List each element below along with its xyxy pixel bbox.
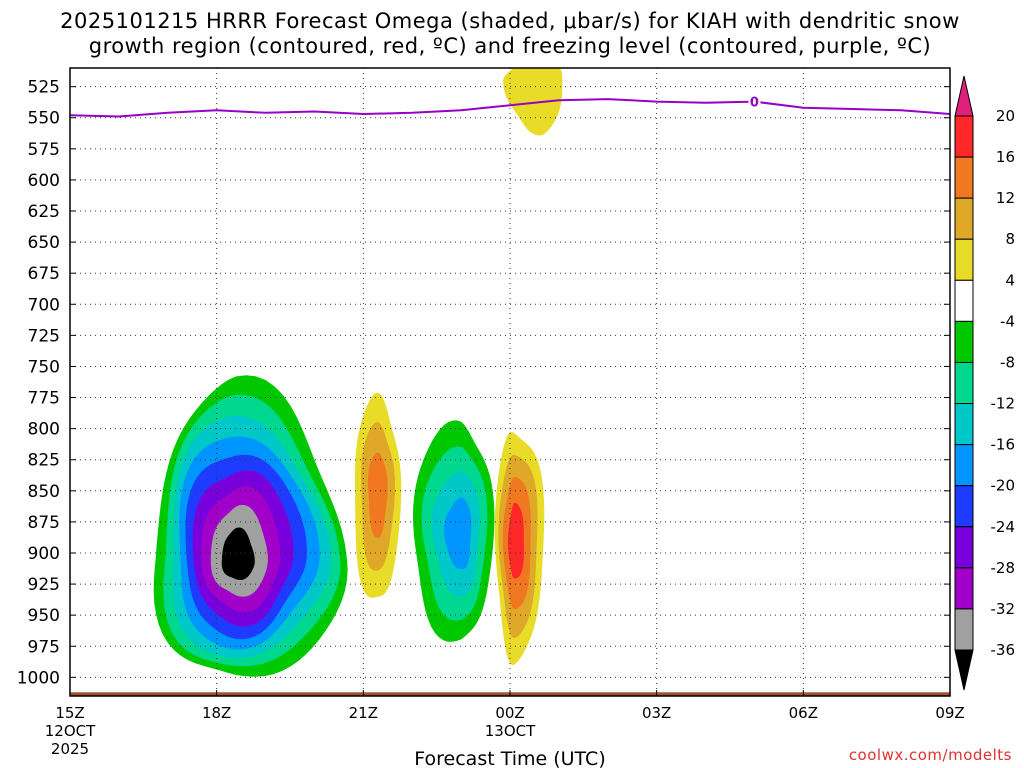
gridlines xyxy=(70,68,950,696)
y-tick-label-800: 800 xyxy=(28,420,60,440)
omega-band-1-12 xyxy=(368,452,388,538)
colorbar-tick--16: -16 xyxy=(991,436,1016,454)
colorbar-bottom-arrow xyxy=(954,649,974,691)
colorbar-tick--8: -8 xyxy=(1000,353,1015,371)
colorbar-tick--36: -36 xyxy=(991,641,1016,659)
colorbar-tick--20: -20 xyxy=(991,477,1016,495)
x-tick-date-15Z: 12OCT xyxy=(45,722,96,740)
y-tick-label-925: 925 xyxy=(28,575,60,595)
colorbar-bin--36 xyxy=(954,608,974,651)
colorbar-bin--20 xyxy=(954,444,974,487)
colorbar-tick--4: -4 xyxy=(1000,312,1015,330)
y-tick-label-675: 675 xyxy=(28,264,60,284)
x-tick-label-09Z: 09Z xyxy=(935,704,964,722)
x-tick-label-00Z: 00Z xyxy=(495,704,524,722)
x-tick-label-21Z: 21Z xyxy=(349,704,378,722)
colorbar-bin--16 xyxy=(954,403,974,446)
freezing-level-line xyxy=(70,98,950,118)
y-tick-label-775: 775 xyxy=(28,389,60,409)
x-tick-label-15Z: 15Z xyxy=(55,704,84,722)
colorbar-tick-20: 20 xyxy=(996,107,1015,125)
colorbar-bin-8 xyxy=(954,197,974,240)
colorbar-tick--28: -28 xyxy=(991,559,1016,577)
colorbar-tick-8: 8 xyxy=(1005,230,1015,248)
y-tick-label-900: 900 xyxy=(28,544,60,564)
omega-shading xyxy=(153,68,563,677)
colorbar-tick--24: -24 xyxy=(991,518,1016,536)
title-line-1: 2025101215 HRRR Forecast Omega (shaded, … xyxy=(60,9,960,33)
omega-band-4-4 xyxy=(503,68,563,136)
y-tick-label-825: 825 xyxy=(28,451,60,471)
y-tick-label-725: 725 xyxy=(28,326,60,346)
omega-band-0--36 xyxy=(221,527,255,580)
y-tick-label-950: 950 xyxy=(28,606,60,626)
colorbar-bin--32 xyxy=(954,567,974,610)
colorbar-bin-16 xyxy=(954,115,974,158)
y-tick-label-750: 750 xyxy=(28,357,60,377)
omega-band-3-16 xyxy=(507,502,524,579)
colorbar-tick-4: 4 xyxy=(1005,271,1015,289)
omega-band-2--16 xyxy=(443,497,472,570)
y-tick-label-625: 625 xyxy=(28,202,60,222)
x-tick-label-06Z: 06Z xyxy=(789,704,818,722)
credit-text: coolwx.com/modelts xyxy=(849,746,1012,764)
colorbar: 20 16 12 8 4 -4 -8 -12 -16 -20 -24 -28 -32 -36 xyxy=(954,75,1016,691)
colorbar-tick--32: -32 xyxy=(991,600,1016,618)
x-tick-date-00Z: 13OCT xyxy=(485,722,536,740)
colorbar-tick-12: 12 xyxy=(996,189,1015,207)
y-tick-label-975: 975 xyxy=(28,637,60,657)
chart-title: 2025101215 HRRR Forecast Omega (shaded, … xyxy=(60,9,960,58)
colorbar-tick--12: -12 xyxy=(991,395,1016,413)
colorbar-tick-16: 16 xyxy=(996,148,1015,166)
freezing-level: 0 xyxy=(70,93,950,118)
colorbar-bin--4 xyxy=(954,279,974,322)
y-tick-label-850: 850 xyxy=(28,482,60,502)
pressure-axis: 525 550 575 600 625 650 675 700 725 750 775 800 825 8… xyxy=(17,78,950,688)
y-tick-label-650: 650 xyxy=(28,233,60,253)
colorbar-bin--8 xyxy=(954,320,974,363)
colorbar-bin--12 xyxy=(954,361,974,405)
y-tick-label-600: 600 xyxy=(28,171,60,191)
y-tick-label-1000: 1000 xyxy=(17,668,60,688)
title-line-2: growth region (contoured, red, ºC) and f… xyxy=(89,34,932,58)
x-tick-year-15Z: 2025 xyxy=(51,740,89,758)
plot-area: 0 xyxy=(69,67,951,697)
colorbar-bin-4 xyxy=(954,238,974,281)
freezing-level-label-bg xyxy=(748,93,761,110)
colorbar-bin--24 xyxy=(954,485,974,528)
y-tick-label-525: 525 xyxy=(28,78,60,98)
colorbar-top-arrow xyxy=(954,75,974,117)
colorbar-bin--28 xyxy=(954,526,974,569)
colorbar-bin-12 xyxy=(954,156,974,199)
x-tick-label-03Z: 03Z xyxy=(642,704,671,722)
x-tick-label-18Z: 18Z xyxy=(202,704,231,722)
y-tick-label-700: 700 xyxy=(28,295,60,315)
x-axis-label: Forecast Time (UTC) xyxy=(414,748,605,768)
y-tick-label-575: 575 xyxy=(28,140,60,160)
y-tick-label-875: 875 xyxy=(28,513,60,533)
y-tick-label-550: 550 xyxy=(28,109,60,129)
freezing-level-label: 0 xyxy=(750,96,759,111)
